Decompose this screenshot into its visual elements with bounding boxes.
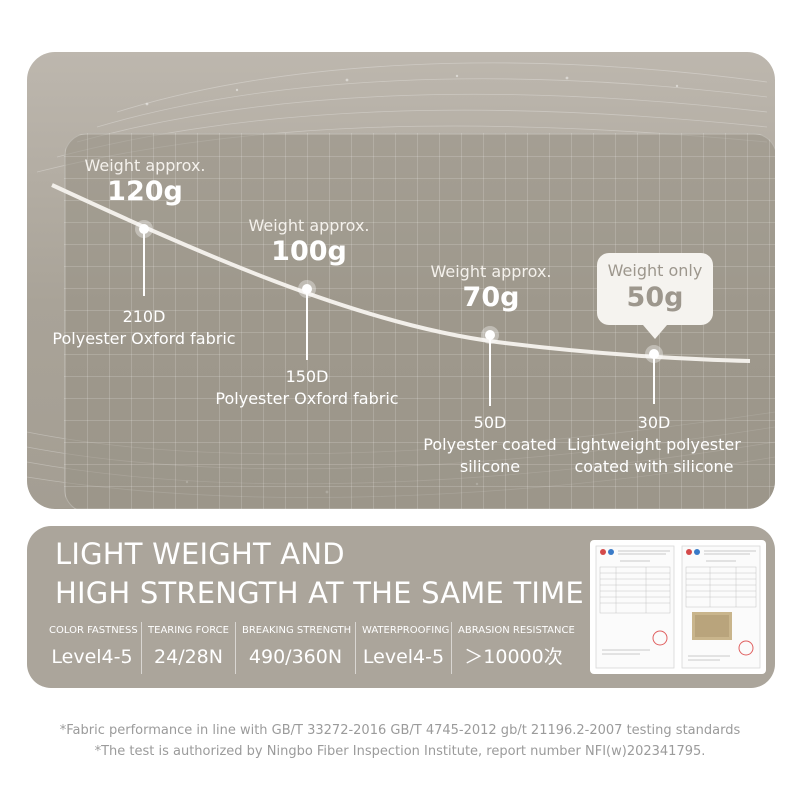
weight-approx-text: Weight approx. (248, 216, 370, 235)
weight-value: 120g (107, 176, 183, 207)
weight-only-text: Weight only (607, 261, 703, 280)
fabric-label-210d: 210D Polyester Oxford fabric (39, 306, 249, 350)
test-report-image (590, 540, 766, 674)
spec-label: BREAKING STRENGTH (242, 625, 352, 636)
weight-label-100g: Weight approx. 100g (239, 216, 379, 268)
fabric-description: Polyester Oxford fabric (215, 389, 399, 408)
spec-label: COLOR FASTNESS (49, 625, 138, 636)
spec-label: TEARING FORCE (148, 625, 229, 636)
fabric-description: silicone (459, 457, 521, 476)
spec-breaking-strength: BREAKING STRENGTH 490/360N (235, 622, 355, 674)
fabric-description: coated with silicone (574, 457, 734, 476)
weight-approx-text: Weight approx. (430, 262, 552, 281)
weight-approx-text: Weight approx. (84, 156, 206, 175)
headline-line-2: HIGH STRENGTH AT THE SAME TIME (55, 576, 584, 610)
fabric-description: Polyester coated (423, 435, 557, 454)
weight-value: 100g (271, 236, 347, 267)
spec-tearing-force: TEARING FORCE 24/28N (141, 622, 235, 674)
fabric-label-150d: 150D Polyester Oxford fabric (202, 366, 412, 410)
fabric-description: Lightweight polyester (567, 435, 741, 454)
spec-value: 490/360N (248, 646, 343, 668)
spec-color-fastness: COLOR FASTNESS Level4-5 (43, 622, 141, 674)
weight-only-value: 50g (626, 282, 684, 313)
fabric-description: Polyester Oxford fabric (52, 329, 236, 348)
spec-waterproofing: WATERPROOFING Level4-5 (355, 622, 451, 674)
fabric-label-50d: 50D Polyester coated silicone (405, 412, 575, 478)
weight-value: 70g (462, 282, 520, 313)
spec-value: 24/28N (154, 646, 223, 668)
fabric-denier: 150D (285, 367, 329, 386)
spec-value: Level4-5 (362, 646, 445, 668)
strength-panel: LIGHT WEIGHT AND HIGH STRENGTH AT THE SA… (27, 526, 775, 688)
weight-curve (51, 183, 751, 406)
weight-label-70g: Weight approx. 70g (421, 262, 561, 314)
test-report-graphic (595, 545, 761, 669)
spec-abrasion-resistance: ABRASION RESISTANCE ＞10000次 (451, 622, 575, 674)
spec-label: WATERPROOFING (362, 625, 450, 636)
fabric-denier: 50D (473, 413, 507, 432)
fabric-denier: 30D (637, 413, 671, 432)
fabric-label-30d: 30D Lightweight polyester coated with si… (563, 412, 745, 478)
weight-chart-card (64, 133, 775, 509)
spec-value: ＞10000次 (464, 646, 563, 668)
footnote-standards: *Fabric performance in line with GB/T 33… (59, 723, 741, 738)
fabric-denier: 210D (122, 307, 166, 326)
weight-label-120g: Weight approx. 120g (75, 156, 215, 208)
footnote-authorization: *The test is authorized by Ningbo Fiber … (94, 744, 706, 759)
spec-list: COLOR FASTNESS Level4-5 TEARING FORCE 24… (43, 622, 575, 674)
weight-only-callout: Weight only 50g (597, 253, 713, 339)
weight-comparison-panel: Weight approx. 120g Weight approx. 100g … (27, 52, 775, 509)
spec-value: Level4-5 (51, 646, 133, 668)
spec-label: ABRASION RESISTANCE (458, 625, 575, 636)
headline-line-1: LIGHT WEIGHT AND (55, 537, 345, 571)
